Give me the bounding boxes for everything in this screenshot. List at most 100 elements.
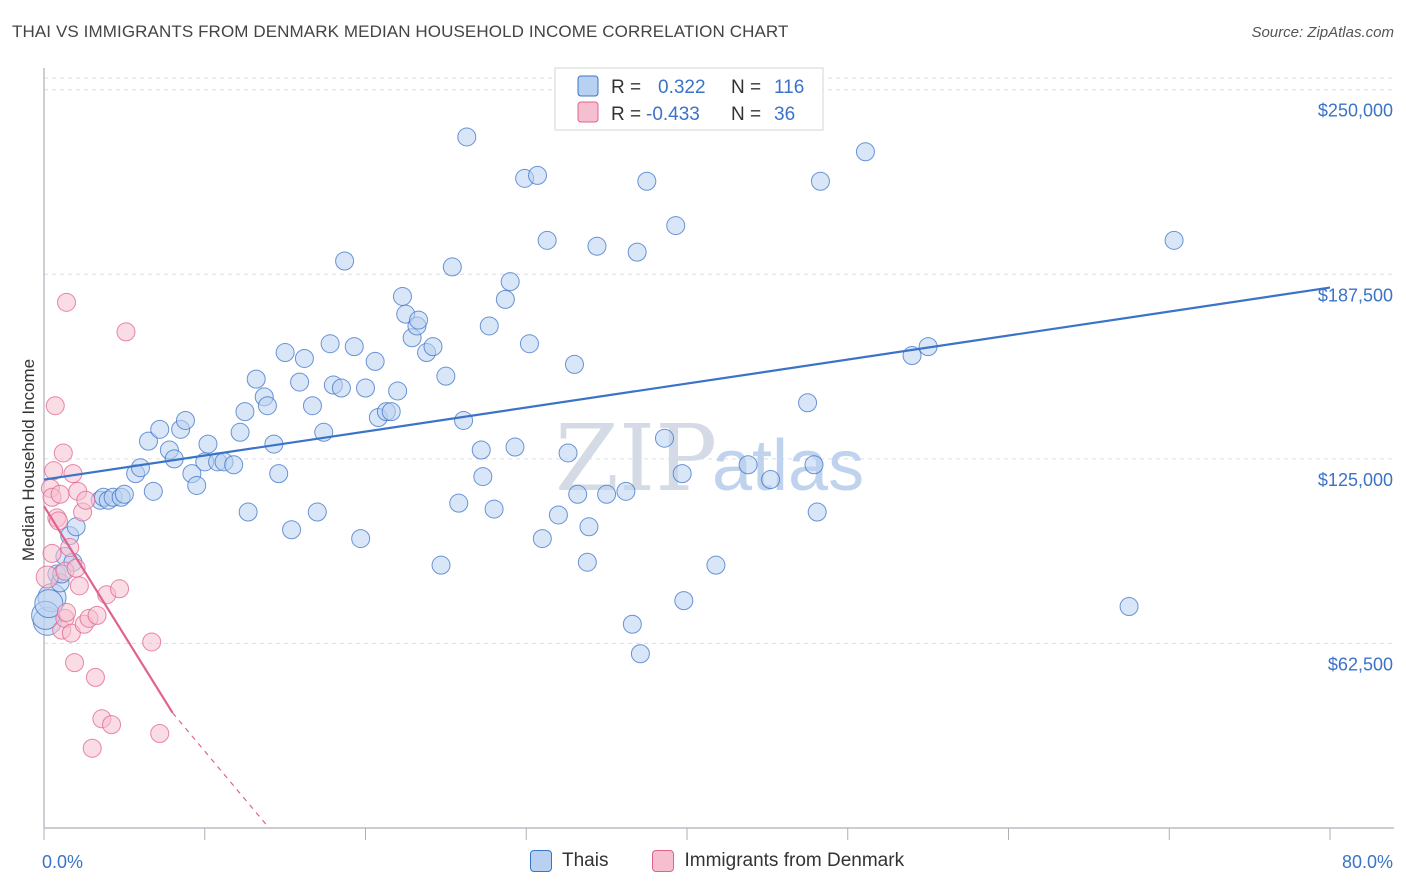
x-tick-label-start: 0.0% <box>42 852 83 872</box>
thais-swatch <box>530 850 552 872</box>
thais-point <box>224 455 244 475</box>
thais-point <box>761 470 781 490</box>
thais-point <box>246 369 266 389</box>
thais-point <box>320 334 340 354</box>
thais-point <box>706 555 726 575</box>
thais-point <box>1164 230 1184 250</box>
thais-point <box>622 614 642 634</box>
chart-title: THAI VS IMMIGRANTS FROM DENMARK MEDIAN H… <box>12 22 789 41</box>
y-tick-label: $187,500 <box>1318 285 1393 305</box>
thais-point <box>1119 597 1139 617</box>
thais-point <box>238 502 258 522</box>
source-credit: Source: ZipAtlas.com <box>1251 24 1394 41</box>
thais-point <box>672 464 692 484</box>
thais-point <box>290 372 310 392</box>
thais-point <box>519 334 539 354</box>
denmark-trend-line <box>43 505 174 714</box>
legend: R = 0.322 N = 116 R = -0.433 N = 36 <box>554 67 824 131</box>
thais-point <box>471 440 491 460</box>
thais-point <box>344 337 364 357</box>
legend-r-value: 0.322 <box>658 77 706 98</box>
thais-point <box>269 464 289 484</box>
thais-point <box>597 484 617 504</box>
thais-point <box>548 505 568 525</box>
denmark-point <box>110 579 130 599</box>
denmark-point <box>82 738 102 758</box>
thais-point <box>409 310 429 330</box>
thais-point <box>558 443 578 463</box>
denmark-swatch <box>652 850 675 872</box>
legend-r-label: R = <box>611 77 641 98</box>
thais-point <box>335 251 355 271</box>
thais-label: Thais <box>562 850 609 871</box>
thais-point <box>175 410 195 430</box>
watermark-atlas: atlas <box>712 426 864 506</box>
thais-point <box>275 343 295 363</box>
thais-point <box>532 529 552 549</box>
thais-point <box>356 378 375 398</box>
thais-point <box>505 437 525 457</box>
thais-point <box>130 458 150 478</box>
thais-point <box>34 589 64 619</box>
legend-swatch-thais <box>577 75 599 97</box>
denmark-point <box>69 576 89 596</box>
denmark-point <box>50 484 70 504</box>
denmark-point <box>76 490 96 510</box>
denmark-point <box>87 605 107 625</box>
thais-point <box>537 230 557 250</box>
thais-point <box>302 396 322 416</box>
denmark-trend-extension <box>172 712 270 829</box>
thais-point <box>807 502 827 522</box>
denmark-label: Immigrants from Denmark <box>684 850 905 871</box>
denmark-point <box>53 443 73 463</box>
x-tick-label-end: 80.0% <box>1342 852 1393 872</box>
thais-point <box>143 481 163 501</box>
denmark-point <box>85 667 105 687</box>
thais-point <box>666 216 686 236</box>
thais-point <box>798 393 818 413</box>
thais-point <box>855 142 875 162</box>
thais-point <box>388 381 408 401</box>
denmark-point <box>57 602 77 622</box>
thais-point <box>294 348 314 368</box>
thais-point <box>442 257 462 277</box>
denmark-point <box>35 565 59 589</box>
thais-point <box>804 455 824 475</box>
watermark: ZIP atlas <box>555 405 864 512</box>
thais-point <box>257 396 277 416</box>
thais-point <box>187 475 207 495</box>
thais-point <box>479 316 499 336</box>
thais-point <box>235 402 255 422</box>
thais-point <box>282 520 302 540</box>
thais-point <box>630 644 650 664</box>
thais-point <box>495 289 515 309</box>
thais-point <box>392 286 412 306</box>
axes: $62,500 $125,000 $187,500 $250,000 0.0% 80.0% <box>42 68 1394 872</box>
thais-point <box>674 591 694 611</box>
thais-point <box>637 171 657 191</box>
thais-point <box>351 529 371 549</box>
thais-point <box>528 165 548 185</box>
legend-n-label: N = <box>731 77 761 98</box>
thais-point <box>616 481 636 501</box>
thais-point <box>738 455 758 475</box>
denmark-point <box>65 653 85 673</box>
y-axis-title: Median Household Income <box>19 359 38 561</box>
thais-point <box>150 419 170 439</box>
thais-point <box>484 499 504 519</box>
thais-point <box>331 378 351 398</box>
y-tick-label: $125,000 <box>1318 470 1393 490</box>
thais-point <box>114 484 134 504</box>
y-tick-label: $62,500 <box>1328 654 1393 674</box>
thais-point <box>457 127 477 147</box>
denmark-point <box>116 322 136 342</box>
denmark-point <box>45 396 65 416</box>
legend-r-value: -0.433 <box>646 104 700 125</box>
denmark-point <box>44 461 64 481</box>
thais-point <box>138 431 158 451</box>
bottom-legend: Thais Immigrants from Denmark <box>530 850 904 872</box>
thais-point <box>564 354 584 374</box>
legend-n-label: N = <box>731 104 761 125</box>
legend-r-label: R = <box>611 104 641 125</box>
